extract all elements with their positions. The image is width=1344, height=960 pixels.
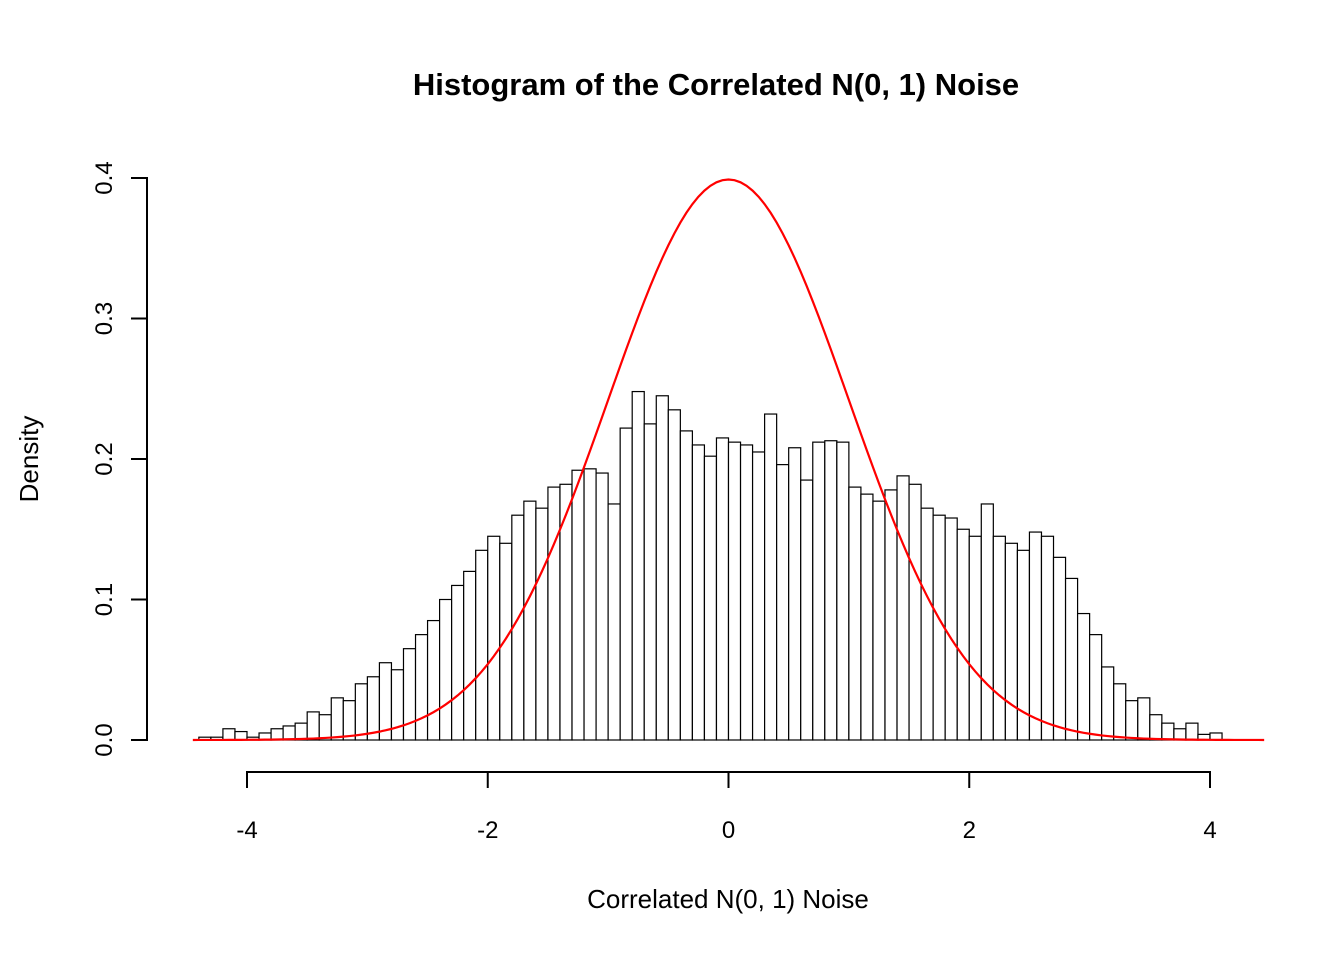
histogram-bar [1089,634,1103,741]
histogram-bar [1125,700,1139,741]
chart-title: Histogram of the Correlated N(0, 1) Nois… [413,67,1019,102]
axes: 0.0 0.1 0.2 0.3 0.4 -4 -2 0 2 4 [91,161,1217,844]
x-tick-label: -4 [236,817,257,844]
histogram-bar [727,441,742,741]
histogram-bar [1052,556,1067,741]
histogram-bar [631,390,645,741]
histogram-bar [655,395,669,741]
histogram-bar [306,711,320,741]
y-tick-label: 0.0 [91,723,118,756]
histogram-bar [342,700,356,741]
histogram-bar [968,535,982,741]
y-tick-label: 0.3 [91,302,118,335]
histogram-bar [439,598,453,741]
histogram-bar [547,486,561,741]
histogram-bar [836,441,850,741]
histogram-bar [1028,531,1043,741]
histogram-bar [366,676,381,741]
histogram-bar [463,570,477,741]
histogram-bar [643,423,657,741]
histogram-bar [788,447,802,741]
histogram-bar [691,444,706,741]
histogram-bar [330,697,344,741]
histogram-bar [920,507,934,741]
histogram-bar [776,464,790,741]
histogram-bar [451,584,465,741]
histogram-bar [751,451,766,741]
histogram-bar [222,728,236,741]
histogram-bar [523,500,537,741]
histogram-bar [607,503,621,741]
density-curve [192,178,1265,742]
histogram-bar [294,722,308,741]
histogram-bar [764,413,778,741]
histogram-bar [282,725,296,741]
x-tick-label: 4 [1203,817,1216,844]
histogram-bar [667,409,681,741]
histogram-bar [414,634,429,741]
histogram-bar [679,430,693,741]
normal-density-path [192,178,1265,742]
y-axis-label: Density [14,416,44,503]
histogram-bar [1076,612,1091,741]
histogram-bar [1064,577,1079,741]
histogram-bar [535,507,549,741]
y-tick-label: 0.4 [91,161,118,194]
histogram-bar [1101,666,1115,741]
histogram-bar [1004,542,1018,741]
histogram-bar [487,535,501,741]
histogram-bar [1040,535,1055,741]
histogram-bars [198,390,1223,741]
histogram-bar [739,444,754,741]
histogram-bar [426,619,441,741]
histogram-bar [619,427,633,741]
histogram-bar [872,500,886,741]
histogram-bar [1113,683,1127,741]
histogram-bar [571,469,585,741]
histogram-bar [848,486,862,741]
x-tick-label: 0 [722,817,735,844]
histogram-bar [992,535,1006,741]
histogram-bar [980,503,994,741]
histogram-bar [812,441,826,741]
histogram-bar [402,648,417,741]
histogram-bar [1149,714,1163,741]
y-tick-label: 0.2 [91,442,118,475]
histogram-bar [956,528,970,741]
y-tick-label: 0.1 [91,583,118,616]
histogram-bar [475,549,489,741]
histogram-bar [583,468,597,741]
x-tick-label: 2 [963,817,976,844]
histogram-bar [944,517,958,741]
histogram-bar [1185,722,1199,741]
histogram-bar [270,728,284,741]
histogram-bar [896,475,910,741]
histogram-bar [318,714,332,741]
histogram-bar [354,683,368,741]
histogram-bar [1161,722,1175,741]
histogram-bar [499,542,513,741]
histogram-bar [908,483,922,741]
histogram-bar [824,440,838,741]
histogram-bar [715,437,730,741]
histogram-bar [1137,697,1151,741]
x-axis-label: Correlated N(0, 1) Noise [587,884,869,914]
histogram-bar [860,493,874,741]
histogram-bar [703,455,718,741]
histogram-bar [1173,728,1187,741]
x-tick-label: -2 [477,817,498,844]
histogram-bar [800,479,814,741]
histogram-bar [595,472,609,741]
